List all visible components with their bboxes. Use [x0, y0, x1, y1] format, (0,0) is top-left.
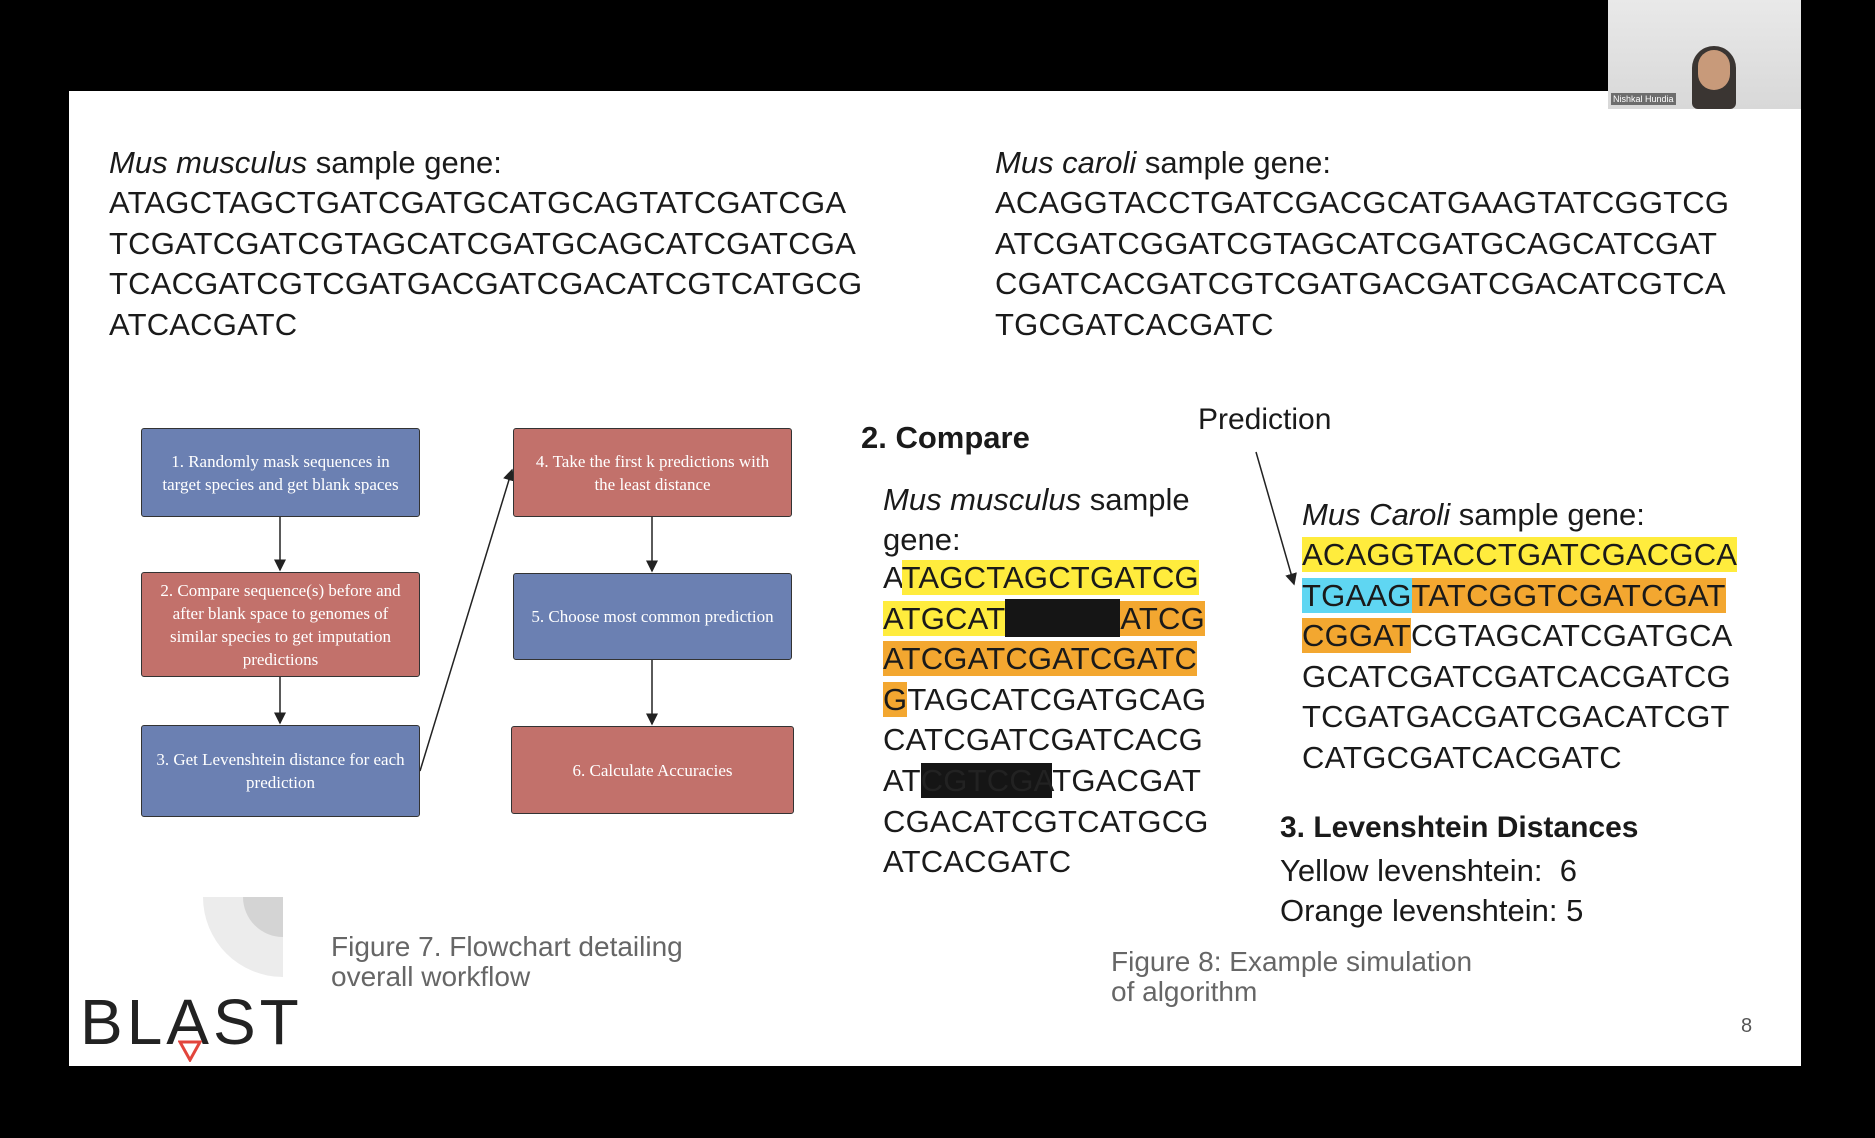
seq-segment: TGAAG — [1302, 577, 1412, 613]
heading-text: sample gene: — [315, 145, 502, 180]
seq-segment: ATGCAT — [883, 600, 1006, 636]
sequence-line: ATAGCTAGCTGATCGATGCATGCAGTATCGATCGA — [109, 185, 847, 220]
seq-segment: TAGCTAGCTGATCG — [901, 560, 1199, 595]
gene-heading: Mus caroli sample gene: — [995, 143, 1331, 183]
caption-line: overall workflow — [331, 961, 531, 992]
species: Mus Caroli — [1302, 497, 1451, 532]
seq-segment: TATCGGTCGATCGAT — [1411, 577, 1726, 613]
seq-segment: TAGCATCGATGCAG — [907, 681, 1207, 717]
masked-block — [1005, 598, 1121, 637]
seq-segment: ATCG — [1120, 600, 1205, 636]
caption-line: Figure 7. Flowchart detailing — [331, 931, 683, 962]
logo: BLAST — [80, 986, 303, 1058]
flow-step: 1. Randomly mask sequences in target spe… — [141, 428, 420, 517]
section-title: 3. Levenshtein Distances — [1280, 811, 1639, 844]
flow-step: 6. Calculate Accuracies — [511, 726, 794, 814]
sequence: ATAGCTAGCTGATCG ATGCAT ATCG ATCGATCGATCGA… — [883, 558, 1209, 883]
seq-segment: CGACATCGTCATGCG — [883, 803, 1209, 839]
figure-caption: Figure 7. Flowchart detailing overall wo… — [331, 932, 683, 992]
sequence-line: TCGATCGATCGTAGCATCGATGCAGCATCGATCGA — [109, 225, 856, 261]
species: Mus musculus — [109, 145, 308, 180]
arrow — [419, 468, 515, 772]
sequence: ACAGGTACCTGATCGACGCATGAAGTATCGGTCG ATCGA… — [995, 183, 1729, 345]
sequence-line: TCACGATCGTCGATGACGATCGACATCGTCATGCG — [109, 266, 863, 302]
seq-segment: CGGAT — [1302, 618, 1411, 654]
participant-face — [1698, 50, 1730, 90]
species: Mus musculus — [883, 482, 1082, 517]
seq-segment: AT — [883, 762, 921, 798]
participant-name: Nishkal Hundia — [1611, 93, 1676, 105]
page-number: 8 — [1741, 1015, 1753, 1037]
sequence-line: ACAGGTACCTGATCGACGCATGAAGTATCGGTCG — [995, 185, 1730, 220]
heading-text: sample gene: — [1144, 145, 1332, 180]
seq-segment: G — [883, 681, 908, 717]
row-label: Yellow levenshtein: — [1280, 853, 1543, 888]
seq-segment: ATCACGATC — [883, 844, 1072, 880]
seq-segment: ACAGGTACCTGATCGACGCA — [1302, 537, 1738, 572]
row-label: Orange levenshtein: — [1280, 893, 1558, 928]
heading-text: sample gene: — [883, 482, 1190, 557]
sequence-line: TGCGATCACGATC — [995, 306, 1274, 342]
sequence-line: ATCACGATC — [109, 306, 298, 342]
video-thumbnail: Nishkal Hundia — [1608, 0, 1801, 109]
sequence-line: CGATCACGATCGTCGATGACGATCGACATCGTCA — [995, 266, 1726, 302]
seq-segment: ATCGATCGATCGATC — [883, 641, 1198, 677]
seq-segment: GCATCGATCGATCACGATCG — [1302, 658, 1731, 694]
heading-text: sample gene: — [1458, 497, 1645, 532]
flow-step: 4. Take the first k predictions with the… — [513, 428, 792, 517]
levenshtein-list: Yellow levenshtein: 6 Orange levenshtein… — [1280, 851, 1583, 931]
seq-segment: CGTCGA — [920, 762, 1053, 798]
flow-step: 3. Get Levenshtein distance for each pre… — [141, 725, 420, 817]
seq-segment: A — [883, 560, 902, 595]
seq-segment: CATCGATCGATCACG — [883, 722, 1203, 758]
flow-step: 5. Choose most common prediction — [513, 573, 792, 660]
prediction-label: Prediction — [1198, 403, 1332, 436]
section-title: 2. Compare — [861, 420, 1030, 455]
seq-segment: CATGCGATCACGATC — [1302, 739, 1622, 775]
sequence: ATAGCTAGCTGATCGATGCATGCAGTATCGATCGA TCGA… — [109, 183, 862, 345]
gene-heading: Mus musculus sample gene: — [883, 480, 1228, 560]
figure-caption: Figure 8: Example simulation of algorith… — [1111, 947, 1472, 1007]
caption-line: Figure 8: Example simulation — [1111, 946, 1473, 977]
logo-rocket — [178, 1040, 202, 1062]
arrow — [1255, 451, 1297, 586]
flow-step: 2. Compare sequence(s) before and after … — [141, 572, 420, 677]
gene-heading: Mus Caroli sample gene: — [1302, 495, 1645, 535]
sequence-line: ATCGATCGGATCGTAGCATCGATGCAGCATCGAT — [995, 225, 1718, 261]
seq-segment: TCGATGACGATCGACATCGT — [1302, 699, 1730, 735]
species: Mus caroli — [995, 145, 1137, 180]
sequence: ACAGGTACCTGATCGACGCA TGAAGTATCGGTCGATCGA… — [1302, 535, 1738, 779]
gene-heading: Mus musculus sample gene: — [109, 143, 502, 183]
caption-line: of algorithm — [1111, 976, 1258, 1007]
seq-segment: TGACGAT — [1052, 762, 1202, 798]
row-value: 5 — [1566, 893, 1584, 928]
logo-arc — [203, 897, 283, 977]
row-value: 6 — [1559, 853, 1578, 888]
seq-segment: CGTAGCATCGATGCA — [1410, 618, 1733, 654]
